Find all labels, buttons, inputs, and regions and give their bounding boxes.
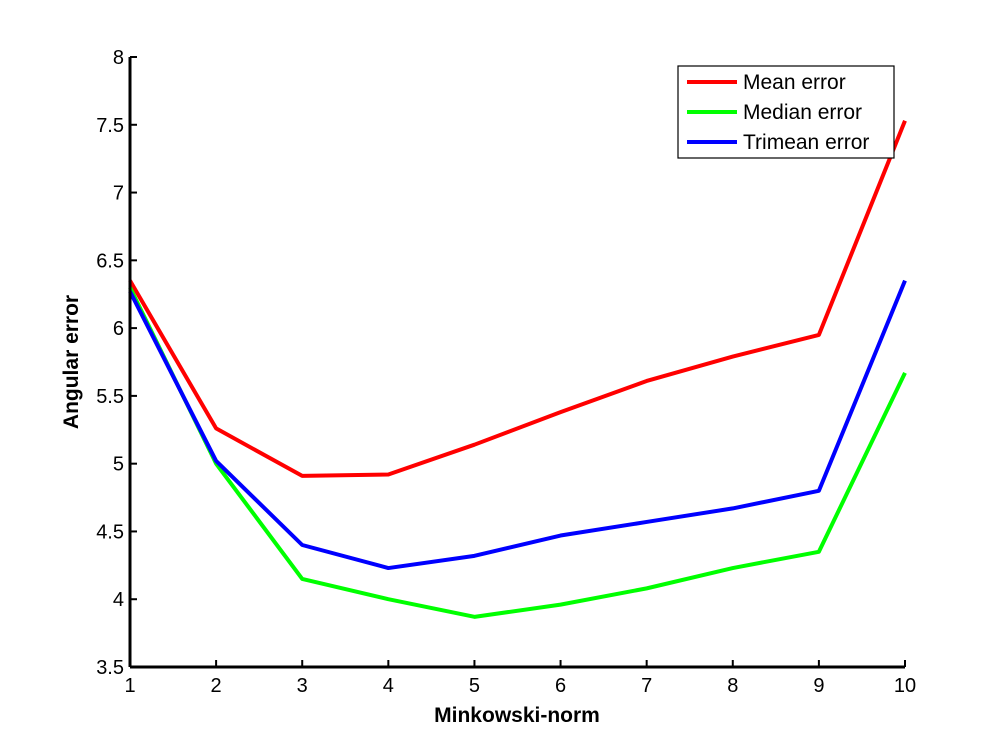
y-tick-label: 7 — [113, 183, 124, 205]
y-tick-label: 4.5 — [96, 521, 124, 543]
series-line-median-error — [128, 286, 907, 619]
x-tick-label: 4 — [383, 675, 394, 697]
x-tick-label: 5 — [469, 675, 480, 697]
x-tick-label: 10 — [894, 675, 916, 697]
x-tick-label: 9 — [813, 675, 824, 697]
x-ticks: 1 2 3 4 5 6 7 8 9 10 — [124, 660, 916, 697]
y-tick-label: 6 — [113, 318, 124, 340]
axes-layer — [128, 57, 905, 669]
legend-label: Mean error — [743, 71, 846, 94]
x-tick-label: 3 — [297, 675, 308, 697]
x-tick-label: 2 — [211, 675, 222, 697]
x-tick-label: 7 — [641, 675, 652, 697]
y-tick-label: 3.5 — [96, 657, 124, 679]
y-tick-label: 5 — [113, 454, 124, 476]
legend-label: Trimean error — [743, 131, 869, 154]
y-tick-label: 4 — [113, 589, 124, 611]
series-layer — [128, 119, 907, 619]
x-tick-label: 1 — [124, 675, 135, 697]
x-axis-label: Minkowski-norm — [434, 704, 600, 727]
legend-label: Median error — [743, 101, 862, 124]
series-line-trimean-error — [128, 279, 907, 571]
y-axis-label: Angular error — [60, 295, 83, 429]
y-tick-label: 6.5 — [96, 250, 124, 272]
series-line-mean-error — [128, 119, 907, 478]
y-ticks: 3.5 4 4.5 5 5.5 6 6.5 7 7.5 8 — [96, 47, 137, 679]
x-tick-label: 6 — [555, 675, 566, 697]
x-tick-label: 8 — [727, 675, 738, 697]
legend: Mean error Median error Trimean error — [677, 65, 895, 159]
y-tick-label: 7.5 — [96, 115, 124, 137]
legend-items: Mean error Median error Trimean error — [687, 71, 869, 154]
y-tick-label: 8 — [113, 47, 124, 69]
y-tick-label: 5.5 — [96, 386, 124, 408]
